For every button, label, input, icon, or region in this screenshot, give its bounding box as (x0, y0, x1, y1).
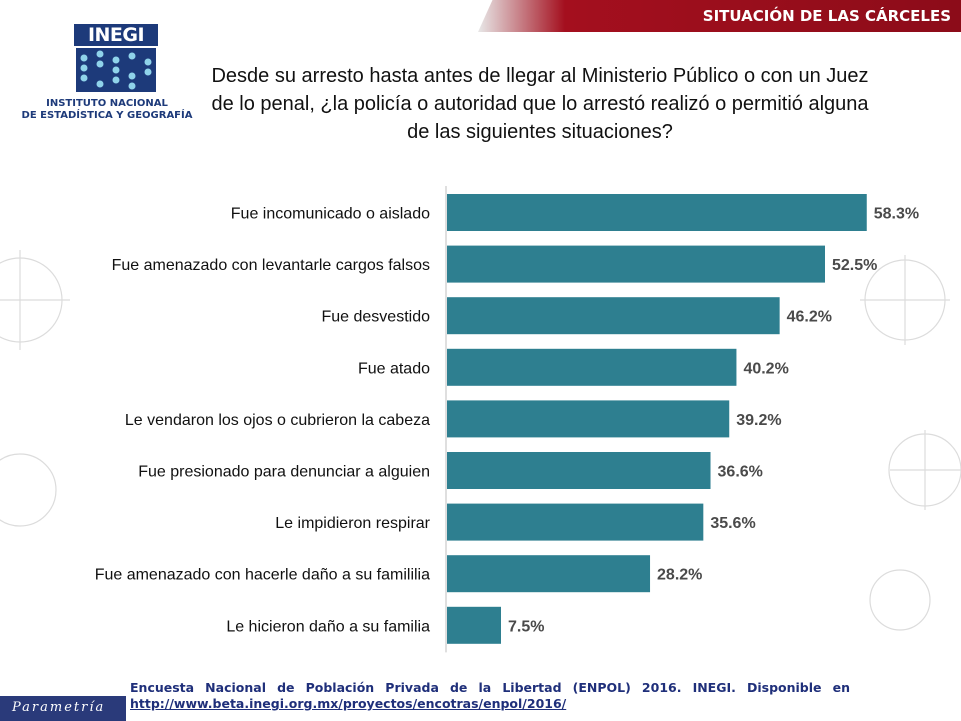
bar-3 (447, 297, 780, 335)
bar-1 (447, 194, 867, 231)
bar-8 (447, 555, 651, 593)
category-label-4: Fue atado (358, 360, 430, 377)
category-label-1: Fue incomunicado o aislado (231, 206, 430, 223)
header-bar: SITUACIÓN DE LAS CÁRCELES (478, 0, 961, 32)
category-label-9: Le hicieron daño a su familia (226, 618, 430, 635)
footer-source: Encuesta Nacional de Población Privada d… (130, 680, 850, 712)
logo-line-2: DE ESTADÍSTICA Y GEOGRAFÍA (21, 110, 193, 121)
chart-question: Desde su arresto hasta antes de llegar a… (211, 65, 869, 143)
value-label-1: 58.3% (874, 206, 919, 223)
header-title: SITUACIÓN DE LAS CÁRCELES (702, 7, 951, 25)
value-label-2: 52.5% (832, 257, 877, 274)
bar-4 (447, 348, 737, 386)
footer-source-link[interactable]: http://www.beta.inegi.org.mx/proyectos/e… (130, 696, 567, 711)
category-label-8: Fue amenazado con hacerle daño a su fami… (95, 567, 430, 584)
logo-line-1: INSTITUTO NACIONAL (46, 98, 168, 109)
category-label-7: Le impidieron respirar (275, 515, 430, 532)
value-label-4: 40.2% (743, 360, 788, 377)
category-label-2: Fue amenazado con levantarle cargos fals… (112, 257, 430, 274)
value-label-9: 7.5% (508, 618, 544, 635)
value-label-8: 28.2% (657, 567, 702, 584)
bar-6 (447, 452, 711, 489)
bar-9 (447, 606, 501, 644)
brand-bar: Parametría (0, 696, 126, 721)
value-label-3: 46.2% (787, 309, 832, 326)
value-label-7: 35.6% (710, 515, 755, 532)
category-label-3: Fue desvestido (321, 309, 430, 326)
brand-name: Parametría (12, 700, 106, 715)
logo-name: INEGI (74, 24, 158, 46)
category-label-6: Fue presionado para denunciar a alguien (138, 464, 430, 481)
value-label-5: 39.2% (736, 412, 781, 429)
footer-source-text: Encuesta Nacional de Población Privada d… (130, 680, 850, 695)
bar-7 (447, 503, 704, 541)
logo-abacus-icon (76, 48, 156, 92)
inegi-logo: INEGI INSTITUTO NACIONAL DE ESTADÍSTICA … (14, 14, 200, 126)
value-label-6: 36.6% (718, 464, 763, 481)
category-label-5: Le vendaron los ojos o cubrieron la cabe… (125, 412, 430, 429)
bar-2 (447, 245, 825, 283)
bar-5 (447, 400, 730, 438)
